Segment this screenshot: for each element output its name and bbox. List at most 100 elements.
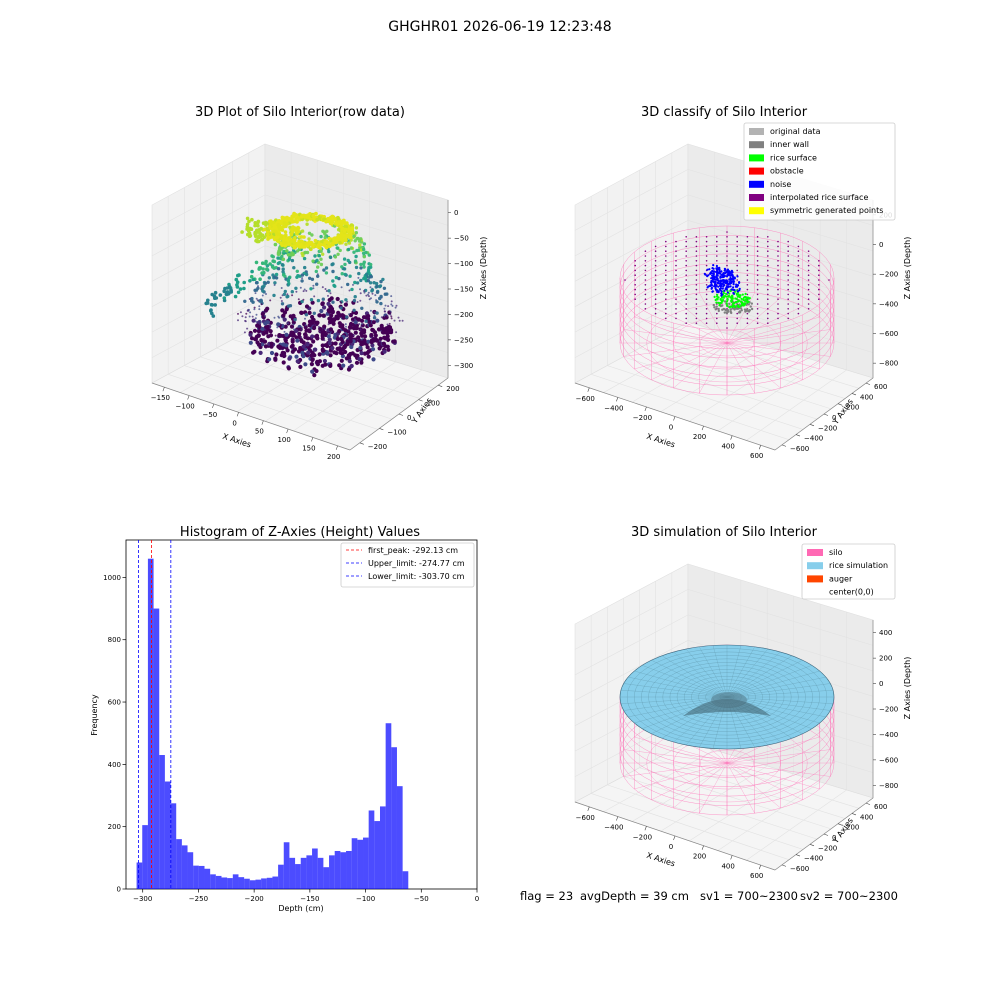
- classify-point: [711, 269, 714, 273]
- classify-point: [735, 285, 738, 288]
- classify-grid-point: [685, 284, 687, 286]
- raw-point: [292, 237, 297, 242]
- classify-grid-point: [767, 303, 769, 305]
- classify-grid-point: [777, 288, 779, 291]
- raw-point: [384, 304, 387, 307]
- classify-grid-point: [818, 288, 820, 291]
- classify-grid-point: [797, 250, 800, 252]
- simulation-surface-mesh-spoke: [726, 683, 831, 698]
- simulation-surface-mesh-spoke: [628, 676, 728, 698]
- raw-point: [300, 279, 304, 283]
- raw-point: [294, 229, 299, 233]
- raw-point: [273, 356, 278, 361]
- classify-grid-point: [695, 298, 698, 301]
- raw-point: [300, 299, 304, 304]
- raw-point: [304, 313, 309, 317]
- raw-point: [352, 250, 356, 254]
- simulation-surface-mesh-spoke: [726, 645, 742, 698]
- raw-point: [341, 363, 346, 368]
- simulation-surface-mesh-spoke: [620, 690, 728, 698]
- classify-point: [715, 264, 719, 268]
- raw-point: [237, 319, 239, 322]
- classify-point: [722, 292, 726, 295]
- classify-grid-point: [654, 245, 657, 248]
- histogram-bar: [210, 874, 216, 889]
- raw-point: [255, 340, 260, 345]
- classify-grid-point: [797, 293, 800, 296]
- raw-point: [295, 269, 299, 273]
- histogram-bar: [272, 876, 279, 889]
- raw-point: [307, 319, 313, 324]
- raw-point: [368, 281, 373, 285]
- raw-point: [248, 308, 250, 311]
- classify-point: [719, 276, 722, 279]
- classify-y-tick-mark: [865, 382, 871, 385]
- classify-grid-point: [756, 240, 759, 243]
- classify-point: [718, 268, 721, 271]
- raw-point: [292, 323, 295, 326]
- raw-point: [253, 223, 257, 228]
- raw-point: [300, 350, 305, 355]
- classify-grid-point: [644, 303, 647, 305]
- histogram-bar: [204, 868, 211, 889]
- classify-grid-point: [695, 264, 698, 267]
- raw-point: [294, 286, 298, 290]
- classify-point: [744, 292, 747, 295]
- raw-point: [268, 333, 274, 338]
- simulation-surface-mesh-spoke: [726, 660, 803, 698]
- classify-grid-point: [695, 236, 698, 238]
- raw-point: [260, 342, 265, 347]
- raw-point: [311, 259, 315, 263]
- raw-point: [362, 242, 367, 246]
- simulation-grid-z: [574, 589, 874, 650]
- raw-point: [283, 289, 287, 294]
- classify-grid-point: [767, 317, 769, 320]
- histogram-bar: [136, 862, 143, 889]
- simulation-x-tick-mark: [587, 806, 590, 811]
- raw-point: [325, 229, 329, 233]
- classify-grid-point: [787, 303, 789, 305]
- classify-grid-point: [756, 274, 759, 277]
- histogram-bar: [363, 837, 369, 889]
- classify-point: [726, 286, 730, 289]
- classify-grid-point: [705, 264, 708, 267]
- raw-point: [340, 286, 343, 289]
- raw-point: [359, 328, 362, 331]
- classify-grid-point: [818, 274, 820, 277]
- raw-point: [256, 223, 260, 228]
- raw-z-tick-label: −300: [454, 362, 473, 370]
- raw-point: [345, 339, 350, 344]
- classify-grid-floor: [623, 356, 818, 420]
- classify-point: [721, 293, 724, 296]
- raw-point: [336, 228, 341, 232]
- raw-point: [269, 350, 275, 356]
- raw-point: [287, 276, 291, 280]
- raw-point: [369, 262, 373, 267]
- classify-grid-point: [777, 250, 779, 252]
- classify-grid-point: [695, 255, 698, 257]
- raw-point: [209, 308, 213, 313]
- classify-grid-point: [644, 269, 647, 272]
- raw-point: [258, 305, 261, 308]
- raw-point: [289, 233, 294, 237]
- classify-legend-label: symmetric generated points: [770, 206, 883, 215]
- raw-point: [292, 347, 298, 352]
- raw-point: [359, 288, 361, 291]
- raw-point: [260, 303, 263, 306]
- raw-point: [259, 338, 264, 343]
- classify-point: [729, 285, 732, 288]
- simulation-x-tick-label: 400: [721, 862, 734, 870]
- raw-point: [328, 255, 333, 260]
- classify-grid-point: [756, 317, 759, 320]
- histogram-bar: [238, 877, 245, 889]
- simulation-x-tick-mark: [616, 816, 619, 821]
- classify-point: [721, 287, 724, 290]
- classify-grid-point: [644, 284, 647, 286]
- raw-point: [283, 230, 288, 234]
- raw-point: [286, 252, 291, 257]
- classify-grid-point: [807, 255, 810, 257]
- raw-point: [361, 251, 366, 255]
- raw-x-tick-label: 50: [255, 428, 264, 436]
- raw-point: [331, 269, 335, 274]
- raw-point: [395, 331, 398, 334]
